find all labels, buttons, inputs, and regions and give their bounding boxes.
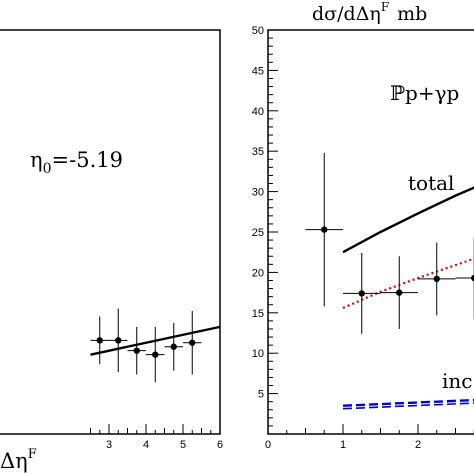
right-y-tick-label: 30 [252,187,264,199]
left-data-point [183,310,202,375]
left-annotation-value: =-5.19 [52,148,123,172]
left-data-point [90,316,109,365]
right-x-tick-label: 0 [265,439,271,451]
left-annotation-symbol: η [30,148,43,172]
left-data-point [146,326,165,383]
right-title-main: dσ/dΔη [312,3,381,25]
right-x-tick-label: 1 [340,439,346,451]
right-title-sup: F [381,0,389,14]
left-annotation: η0=-5.19 [30,148,123,177]
right-data-point [418,242,456,316]
right-y-tick-label: 5 [258,389,264,401]
right-y-tick-label: 40 [252,106,264,118]
left-x-tick-label: 3 [106,439,112,451]
right-data-point [305,152,343,307]
left-x-tick-label: 4 [143,439,149,451]
left-annotation-sub: 0 [43,161,52,177]
right-series-line-dotted [342,257,474,309]
right-data-point [380,256,418,329]
series-label-total: total [408,171,454,195]
left-x-axis-label-sup: F [28,447,37,462]
right-y-tick-label: 25 [252,227,264,239]
right-title: dσ/dΔηF mb [312,0,427,25]
left-x-axis-label-main: Δη [0,449,28,473]
right-y-tick-label: 35 [252,146,264,158]
left-data-point [164,322,183,371]
right-y-tick-label: 10 [252,348,264,360]
right-series-line-inc [342,398,474,407]
left-data-point [109,308,128,373]
right-y-tick-label: 15 [252,308,264,320]
right-data-point [343,253,381,334]
left-x-tick-label: 5 [180,439,186,451]
left-data-point [127,326,146,375]
left-x-axis-label: ΔηF [0,447,37,473]
series-label-inc: inc [442,369,472,393]
right-y-tick-label: 45 [252,65,264,77]
right-x-tick-label: 2 [415,439,421,451]
right-data-point [455,237,474,319]
right-y-tick-label: 20 [252,267,264,279]
right-title-unit: mb [397,3,427,25]
right-panel: 5 10 15 20 25 30 35 40 45 50 0 1 2 dσ/dΔηF mb ℙp+γp t… [252,0,474,451]
left-panel: 3 4 5 6 η0=-5.19 ΔηF [0,29,223,473]
left-plot-frame [0,29,221,435]
right-y-tick-label: 50 [252,25,264,37]
right-series-line-total [342,186,474,254]
left-x-tick-label: 6 [217,439,223,451]
process-label: ℙp+γp [390,81,459,105]
right-series-band-edge [342,402,474,410]
